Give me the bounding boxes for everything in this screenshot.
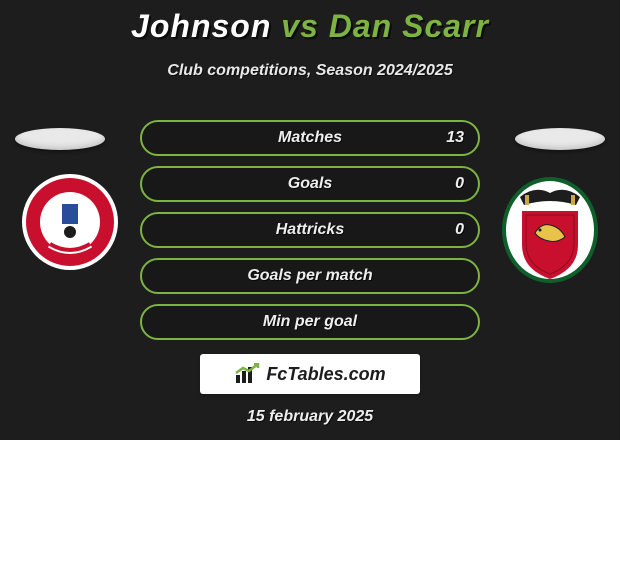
player1-name: Johnson [131,8,271,44]
date-text: 15 february 2025 [0,408,620,426]
stat-pill-min-per-goal: Min per goal [140,304,480,340]
player1-value-ellipse [15,128,105,150]
player2-name: Dan Scarr [329,8,489,44]
stat-pill-goals: Goals0 [140,166,480,202]
stat-value: 0 [455,221,464,239]
stat-label: Hattricks [142,221,478,239]
comparison-panel: Johnson vs Dan Scarr Club competitions, … [0,0,620,440]
branding-text: FcTables.com [266,364,385,385]
vs-text: vs [281,8,319,44]
stat-value: 13 [446,129,464,147]
stat-pill-goals-per-match: Goals per match [140,258,480,294]
stat-value: 0 [455,175,464,193]
chart-icon [234,363,260,385]
player2-value-ellipse [515,128,605,150]
stat-label: Min per goal [142,313,478,331]
stat-label: Goals per match [142,267,478,285]
stat-pill-matches: Matches13 [140,120,480,156]
club-badge-left [20,172,120,272]
club-badge-right [500,180,600,280]
stat-pill-hattricks: Hattricks0 [140,212,480,248]
stat-label: Goals [142,175,478,193]
comparison-title: Johnson vs Dan Scarr [0,8,620,45]
subtitle: Club competitions, Season 2024/2025 [0,62,620,80]
stat-label: Matches [142,129,478,147]
branding-badge: FcTables.com [200,354,420,394]
